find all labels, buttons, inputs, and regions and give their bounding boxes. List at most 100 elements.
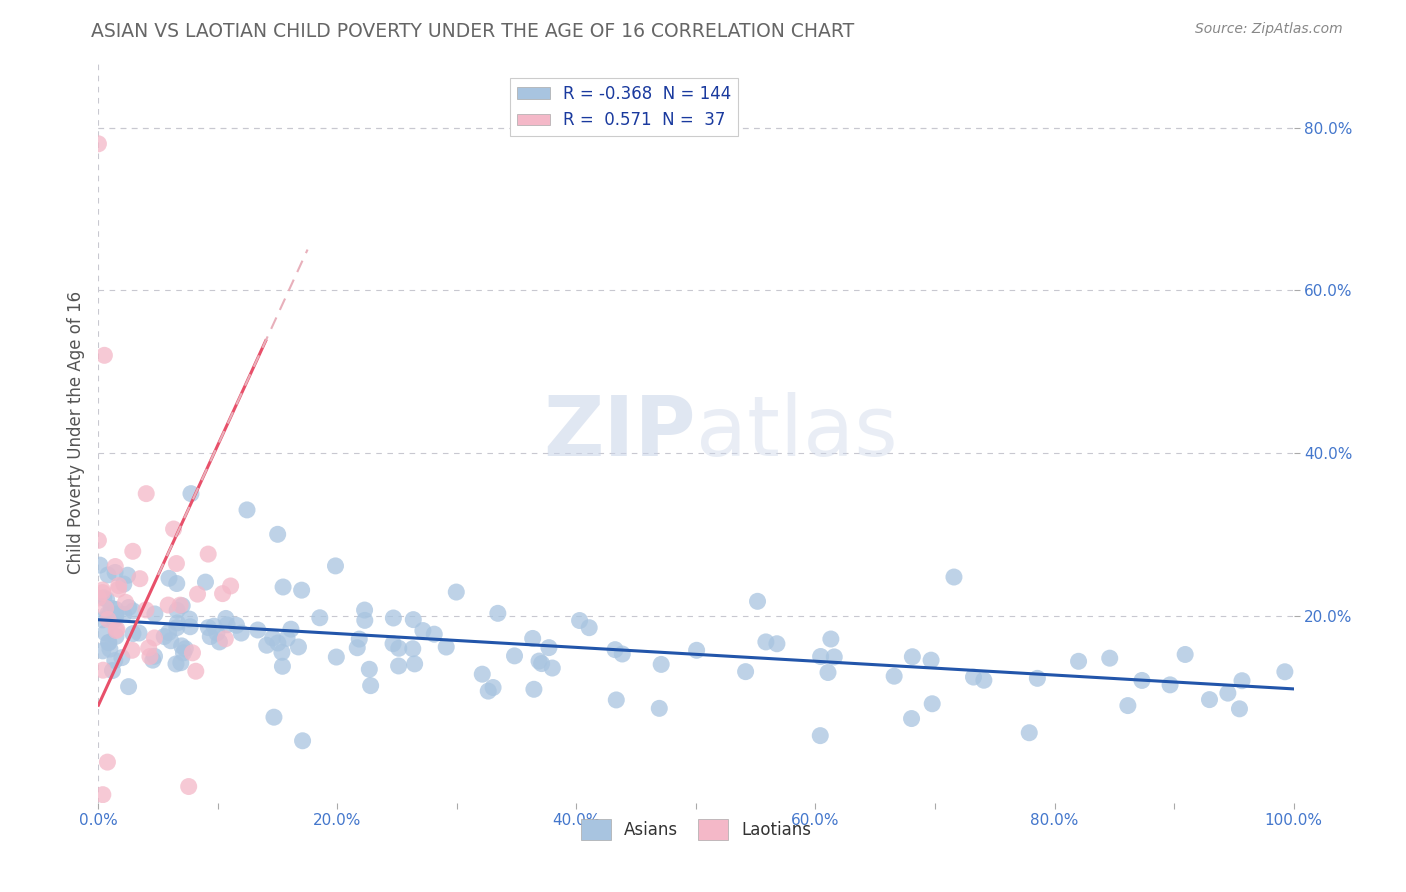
Point (755, 635, 778, 649)
Point (325, 558, 347, 573)
Point (747, 594, 769, 608)
Point (287, 640, 309, 654)
Point (87, 533, 110, 548)
Point (117, 680, 139, 694)
Point (236, 503, 259, 517)
Point (1098, 651, 1121, 665)
Point (184, 665, 207, 679)
Point (172, 646, 194, 660)
Point (112, 577, 135, 591)
Point (605, 693, 627, 707)
Point (225, 618, 247, 632)
Point (128, 572, 150, 586)
Point (353, 603, 375, 617)
Point (200, 630, 222, 644)
Point (423, 627, 446, 641)
Point (650, 657, 672, 672)
Point (214, 632, 236, 646)
Point (96, 755, 118, 769)
Point (921, 697, 943, 711)
Point (446, 585, 468, 599)
Point (388, 659, 411, 673)
Point (568, 614, 591, 628)
Point (291, 583, 314, 598)
Point (1216, 686, 1239, 700)
Point (197, 621, 219, 635)
Point (603, 642, 626, 657)
Point (404, 657, 426, 671)
Point (179, 620, 201, 634)
Point (973, 673, 995, 688)
Point (537, 640, 560, 655)
Point (91, 788, 114, 802)
Point (648, 701, 671, 715)
Point (139, 649, 162, 664)
Text: ZIP: ZIP (544, 392, 696, 473)
Point (169, 598, 191, 612)
Point (308, 611, 330, 625)
Point (97, 607, 120, 621)
Point (165, 657, 187, 671)
Point (91, 585, 114, 599)
Point (100, 601, 122, 615)
Point (97, 635, 120, 649)
Point (121, 643, 143, 657)
Point (98, 608, 121, 623)
Point (112, 607, 135, 622)
Point (97, 612, 120, 626)
Point (97, 568, 120, 582)
Point (578, 621, 600, 635)
Point (382, 637, 405, 651)
Point (734, 665, 756, 679)
Point (486, 607, 509, 621)
Point (98, 642, 121, 657)
Point (820, 632, 842, 646)
Point (271, 645, 294, 659)
Point (180, 486, 202, 500)
Point (263, 710, 285, 724)
Point (1274, 665, 1296, 679)
Point (471, 667, 494, 681)
Point (1067, 654, 1090, 668)
Point (231, 626, 253, 640)
Point (96, 592, 118, 607)
Point (901, 649, 924, 664)
Point (1018, 725, 1040, 739)
Point (541, 661, 564, 675)
Text: atlas: atlas (696, 392, 897, 473)
Point (291, 733, 314, 747)
Point (111, 650, 134, 665)
Point (170, 639, 193, 653)
Point (153, 630, 176, 644)
Point (266, 527, 288, 541)
Point (104, 607, 127, 622)
Point (87, 136, 110, 151)
Point (523, 682, 546, 697)
Point (434, 640, 457, 654)
Point (1174, 648, 1197, 662)
Point (280, 622, 302, 636)
Point (900, 712, 922, 726)
Point (262, 631, 284, 645)
Point (104, 609, 127, 624)
Point (1198, 692, 1220, 706)
Point (219, 579, 242, 593)
Point (166, 615, 188, 630)
Point (942, 570, 965, 584)
Point (1229, 702, 1251, 716)
Point (105, 629, 128, 643)
Point (271, 580, 294, 594)
Point (527, 654, 550, 668)
Point (135, 486, 157, 500)
Point (107, 582, 129, 597)
Point (256, 638, 278, 652)
Point (172, 599, 194, 613)
Point (103, 613, 125, 627)
Point (104, 654, 127, 668)
Point (174, 641, 197, 656)
Point (503, 648, 526, 663)
Point (91, 613, 114, 627)
Point (353, 613, 375, 627)
Point (93, 591, 115, 605)
Point (93, 348, 115, 362)
